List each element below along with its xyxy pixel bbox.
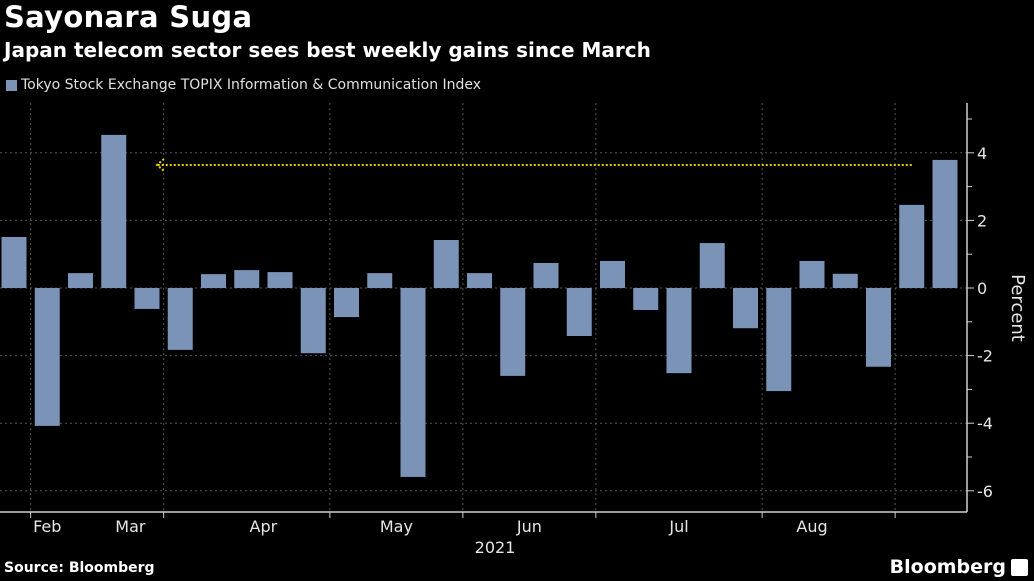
chart-subtitle: Japan telecom sector sees best weekly ga… [4,38,651,62]
bar [433,240,459,288]
bar [34,288,60,426]
y-tick-label: -4 [977,414,993,433]
bar [666,288,692,374]
x-tick-label: Apr [250,517,278,536]
bloomberg-chart-icon [1011,559,1028,576]
axes: 4 2 0 -2 -4 -6 Feb Mar Apr May Jun Jul Aug [0,103,993,536]
bar [699,243,725,288]
y-tick-label: -6 [977,482,993,501]
bar [334,288,359,318]
x-tick-label: Aug [796,517,827,536]
bar [101,134,127,288]
bar [932,159,958,288]
bar [533,262,559,288]
legend: Tokyo Stock Exchange TOPIX Information &… [6,77,481,93]
bar [167,288,193,350]
bar [201,274,226,288]
source-note: Source: Bloomberg [4,560,155,576]
y-axis-title: Percent [1007,274,1028,342]
bar [600,260,625,288]
bar [500,288,526,376]
legend-swatch-icon [6,79,17,91]
legend-label: Tokyo Stock Exchange TOPIX Information &… [21,77,482,93]
bar [766,288,792,392]
y-tick-label: -2 [977,347,993,366]
bar [733,288,758,329]
bar [866,288,891,367]
bar [1,236,27,288]
arrowhead-icon [155,158,165,172]
y-tick-label: 4 [977,144,987,163]
x-tick-label: Mar [115,517,146,536]
x-axis-title: 2021 [475,538,516,557]
annotations [155,158,912,172]
bar [467,273,492,288]
bar [633,288,659,310]
y-tick-label: 2 [977,211,987,230]
bar [400,288,426,477]
x-tick-label: Jun [516,517,542,536]
bars [1,134,958,477]
bar [899,204,925,288]
bar [68,273,93,288]
bar [367,273,393,288]
y-tick-label: 0 [977,279,987,298]
bar [566,288,592,336]
brand-logo: Bloomberg [889,556,1006,578]
chart-title: Sayonara Suga [4,0,253,34]
bar [267,272,293,288]
bar [300,288,326,354]
x-tick-label: Jul [668,517,688,536]
bar [832,273,858,288]
x-tick-label: Feb [33,517,61,536]
bar [234,270,260,288]
bar [799,260,825,288]
x-tick-label: May [380,517,413,536]
bar [134,288,160,309]
